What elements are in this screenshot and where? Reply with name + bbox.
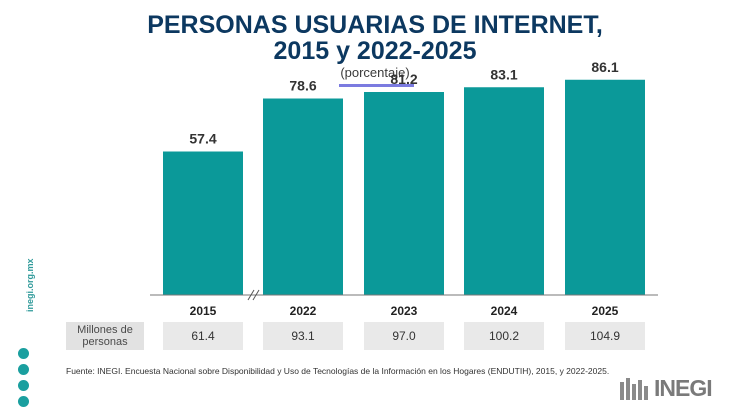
table-cell-2025: 104.9 (565, 322, 645, 350)
site-url: inegi.org.mx (25, 258, 35, 312)
bar-2024 (464, 87, 544, 295)
subtitle-underline (339, 84, 414, 87)
axis-break-mark-1 (247, 289, 255, 301)
table-cell-2015: 61.4 (163, 322, 243, 350)
inegi-logo-text: INEGI (654, 375, 713, 401)
x-tick-2022: 2022 (290, 304, 317, 318)
table-cell-2024: 100.2 (464, 322, 544, 350)
inegi-logo-mark (620, 377, 650, 400)
instagram-icon[interactable] (18, 380, 29, 391)
chart-subtitle: (porcentaje) (340, 65, 410, 80)
axis-break-mark-2 (252, 289, 260, 301)
data-label-2025: 86.1 (591, 59, 618, 75)
facebook-icon[interactable] (18, 396, 29, 407)
x-tick-2024: 2024 (491, 304, 518, 318)
data-label-2022: 78.6 (289, 78, 316, 94)
bar-2022 (263, 98, 343, 295)
x-icon[interactable] (18, 364, 29, 375)
x-tick-2025: 2025 (592, 304, 619, 318)
table-cell-2023: 97.0 (364, 322, 444, 350)
x-tick-2023: 2023 (391, 304, 418, 318)
chart-title-line1: PERSONAS USUARIAS DE INTERNET, (147, 11, 603, 39)
table-row-label: Millones de personas (66, 322, 144, 350)
table-cell-2022: 93.1 (263, 322, 343, 350)
youtube-icon[interactable] (18, 348, 29, 359)
data-label-2015: 57.4 (189, 131, 216, 147)
data-label-2023: 81.2 (390, 71, 417, 87)
chart-title: PERSONAS USUARIAS DE INTERNET, 2015 y 20… (0, 12, 750, 64)
source-note: Fuente: INEGI. Encuesta Nacional sobre D… (66, 366, 610, 376)
bar-2015 (163, 151, 243, 295)
inegi-logo: INEGI (620, 375, 713, 402)
chart-title-line2: 2015 y 2022-2025 (273, 37, 477, 65)
data-label-2024: 83.1 (490, 66, 517, 82)
bar-2025 (565, 79, 645, 295)
x-tick-2015: 2015 (190, 304, 217, 318)
bar-2023 (364, 92, 444, 295)
